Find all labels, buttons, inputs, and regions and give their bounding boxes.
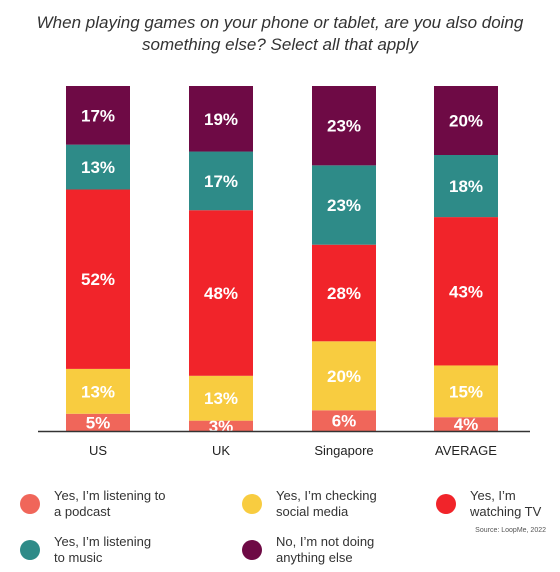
legend-label: Yes, I’m checking social media [276, 488, 377, 519]
bar-segment [66, 368, 130, 414]
legend-label: Yes, I’m listening to music [54, 534, 152, 565]
bar-segment [66, 189, 130, 369]
data-label: 15% [449, 382, 483, 401]
data-label: 18% [449, 177, 483, 196]
bar-segment [434, 86, 498, 155]
social-media-circle-icon [242, 494, 262, 514]
legend-item-social-media: Yes, I’m checking social media [242, 488, 377, 520]
bar-segment [434, 155, 498, 218]
data-label: 19% [204, 110, 238, 129]
bar-segment [312, 410, 376, 431]
data-label: 4% [454, 415, 479, 434]
legend-item-podcast: Yes, I’m listening to a podcast [20, 488, 166, 520]
nothing-else-circle-icon [242, 540, 262, 560]
bar-segment [189, 86, 253, 152]
x-tick-label: US [89, 443, 107, 458]
bar-segment [66, 413, 130, 431]
data-label: 13% [204, 389, 238, 408]
bar-segment [189, 375, 253, 421]
bar-segment [312, 86, 376, 166]
bar-segment [66, 86, 130, 145]
bar-segment [189, 210, 253, 376]
data-label: 23% [327, 117, 361, 136]
data-label: 20% [327, 367, 361, 386]
chart-title: When playing games on your phone or tabl… [36, 13, 524, 54]
x-tick-label: AVERAGE [435, 443, 497, 458]
stacked-bar-chart: 5%13%52%13%17%US3%13%48%17%19%UK6%20%28%… [38, 86, 530, 458]
bar-segment [434, 217, 498, 366]
legend-label: Yes, I’m listening to a podcast [54, 488, 166, 519]
x-tick-label: Singapore [314, 443, 373, 458]
legend-item-nothing-else: No, I’m not doing anything else [242, 534, 374, 566]
data-label: 13% [81, 382, 115, 401]
data-label: 52% [81, 270, 115, 289]
legend-label: Yes, I’m watching TV [470, 488, 542, 519]
bar-segment [312, 341, 376, 411]
data-label: 17% [204, 172, 238, 191]
legend-item-watching-tv: Yes, I’m watching TV [436, 488, 541, 520]
data-label: 17% [81, 106, 115, 125]
bar-segment [434, 417, 498, 431]
bar-segment [189, 151, 253, 211]
bar-segment [312, 165, 376, 245]
data-label: 43% [449, 282, 483, 301]
legend-label: No, I’m not doing anything else [276, 534, 375, 565]
source-note: Source: LoopMe, 2022 [475, 527, 546, 534]
data-label: 28% [327, 284, 361, 303]
podcast-circle-icon [20, 494, 40, 514]
legend: Yes, I’m listening to a podcast Yes, I’m… [0, 478, 560, 572]
data-label: 13% [81, 158, 115, 177]
data-label: 48% [204, 284, 238, 303]
data-label: 23% [327, 196, 361, 215]
music-circle-icon [20, 540, 40, 560]
x-tick-label: UK [212, 443, 230, 458]
watching-tv-circle-icon [436, 494, 456, 514]
bar-segment [189, 420, 253, 431]
data-label: 5% [86, 413, 111, 432]
legend-item-music: Yes, I’m listening to music [20, 534, 151, 566]
data-label: 20% [449, 112, 483, 131]
data-label: 6% [332, 412, 357, 431]
bar-segment [434, 365, 498, 418]
bar-segment [66, 144, 130, 190]
bar-segment [312, 244, 376, 342]
